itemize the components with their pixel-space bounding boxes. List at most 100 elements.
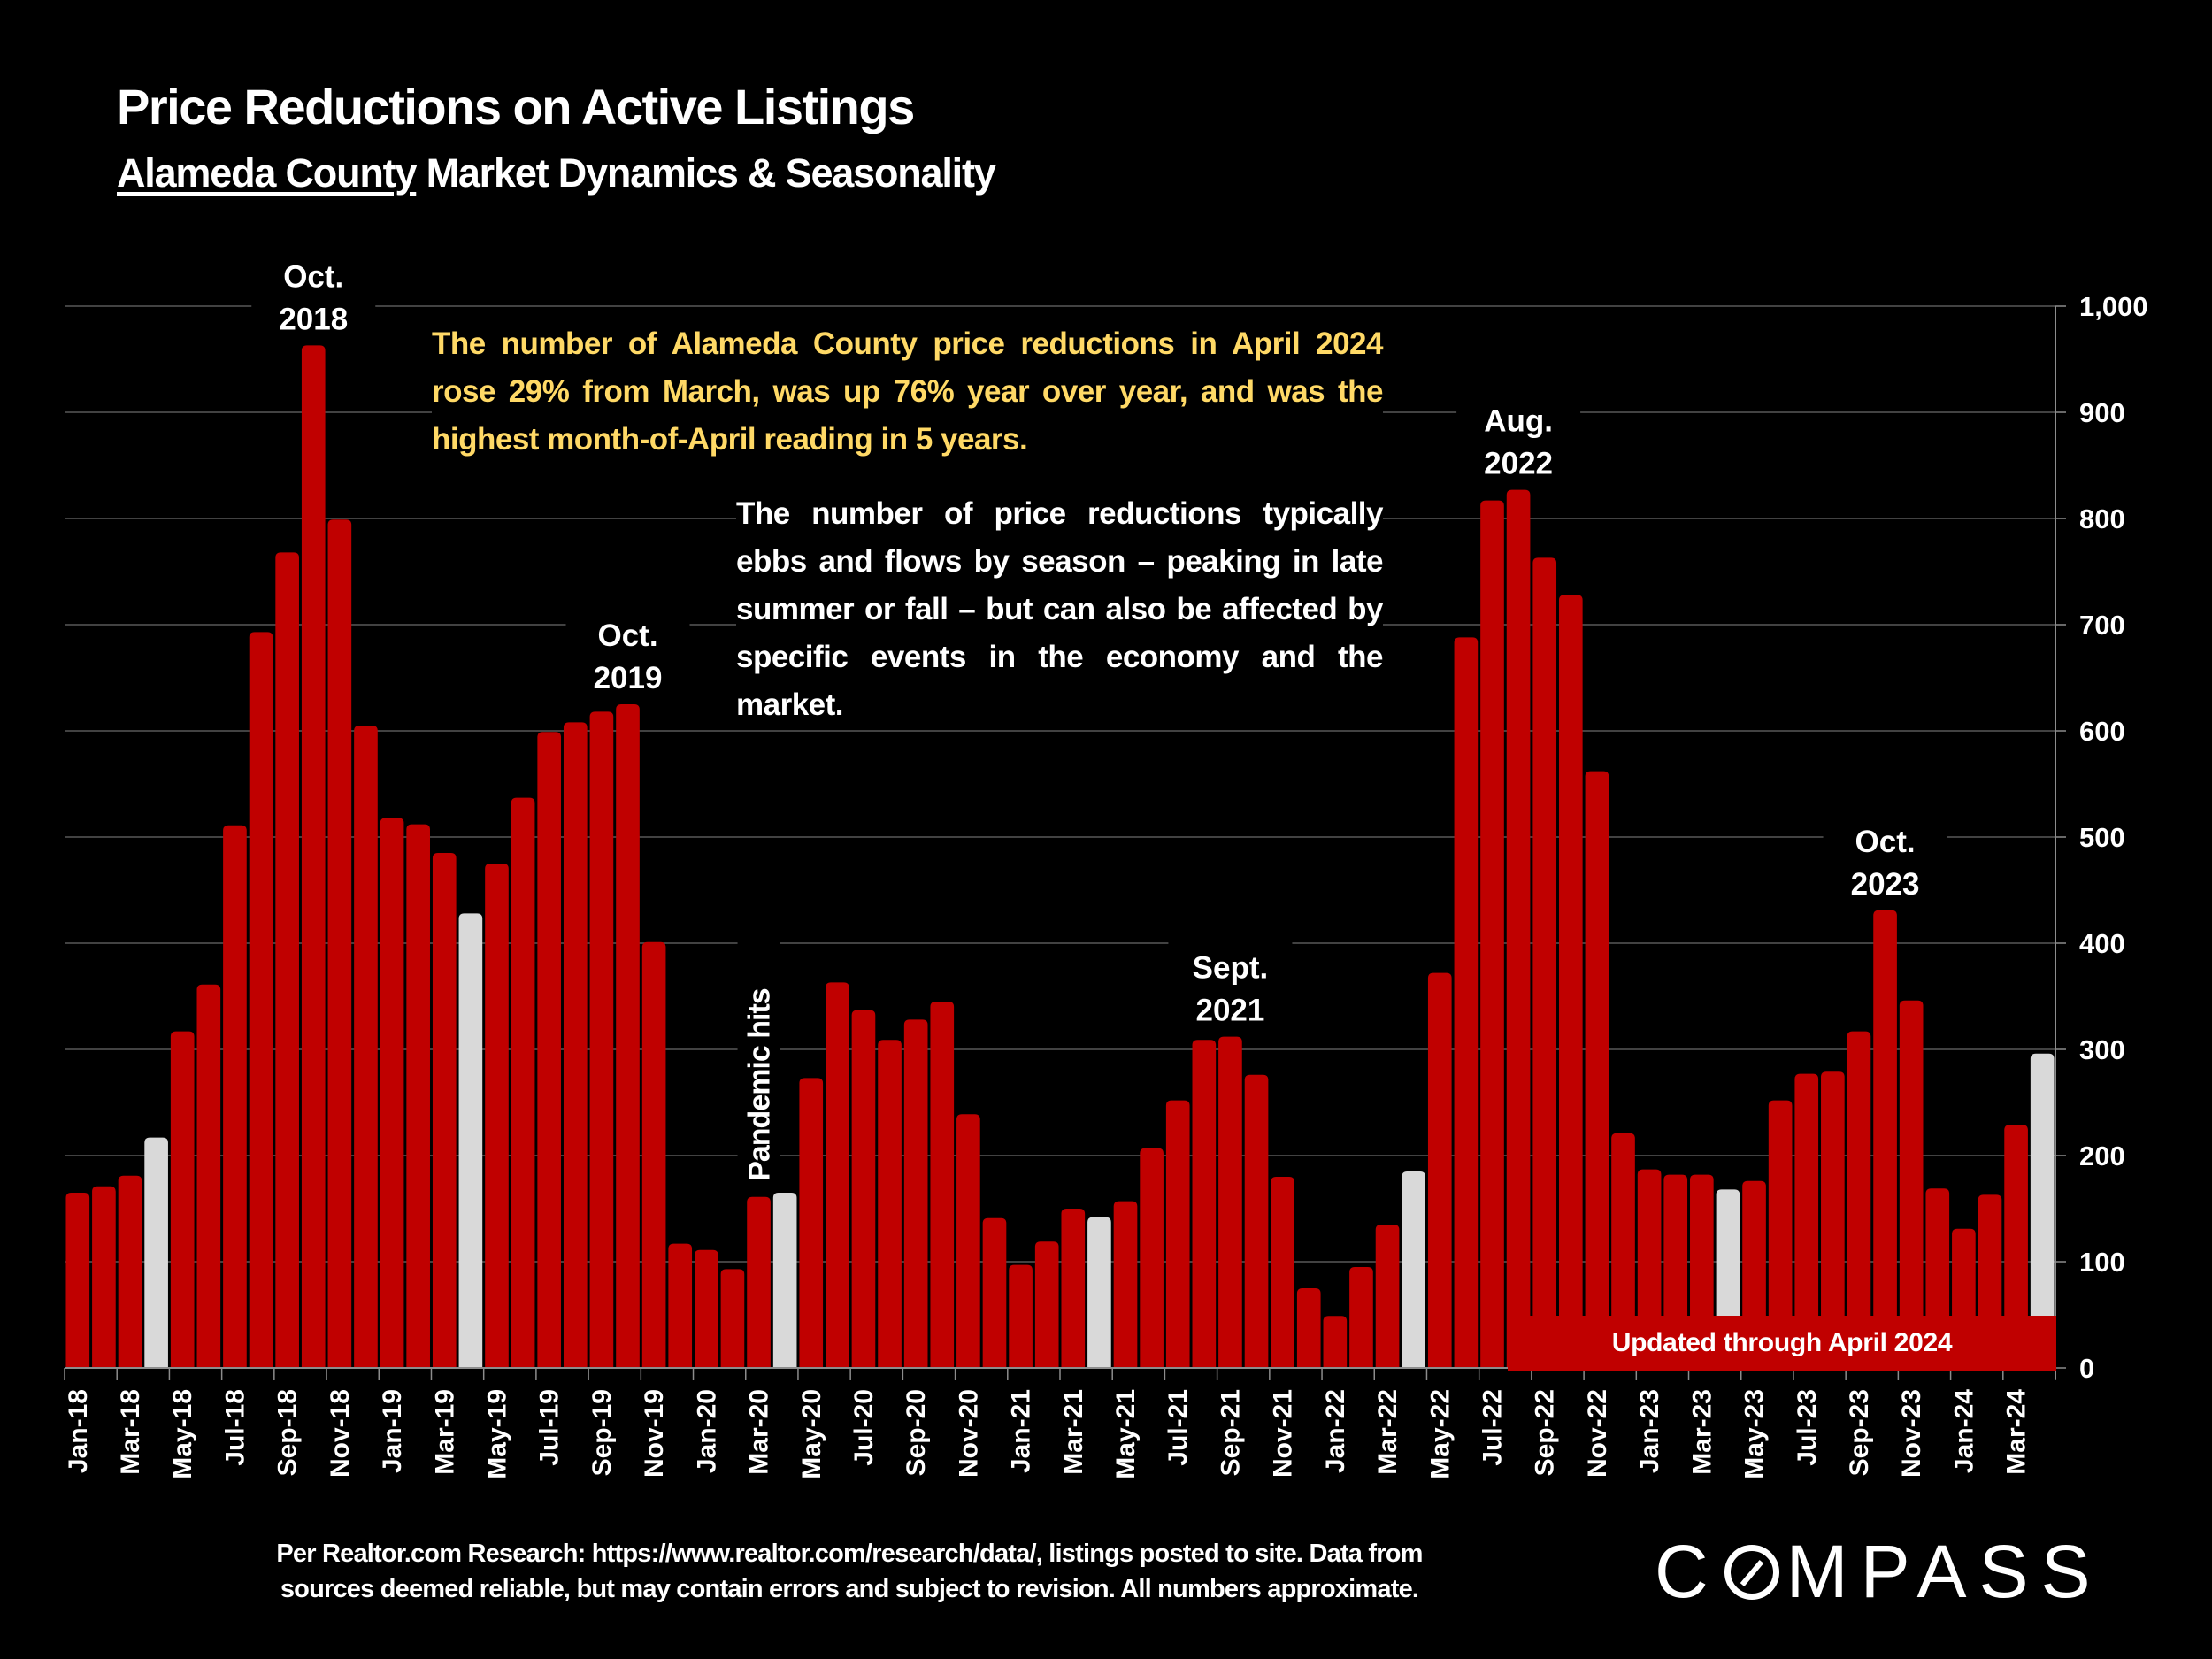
bar-dec-18 [354, 726, 378, 1368]
bar-jul-22 [1480, 500, 1504, 1368]
bar-aug-22 [1506, 489, 1531, 1368]
subtitle-county-link: Alameda County [117, 150, 417, 196]
x-tick-label: Nov-19 [640, 1389, 669, 1478]
logo-text-end: MPASS [1786, 1530, 2103, 1613]
y-tick-label: 700 [2079, 610, 2125, 641]
x-tick-label: Jan-21 [1007, 1389, 1036, 1473]
bar-jul-19 [537, 732, 562, 1368]
annotation-bg [1823, 814, 1947, 907]
bar-nov-20 [956, 1114, 980, 1368]
bars [65, 345, 2055, 1368]
bar-apr-22 [1402, 1171, 1425, 1368]
x-tick-label: Nov-21 [1269, 1389, 1298, 1478]
x-tick-label: Mar-18 [116, 1389, 145, 1475]
x-tick-labels: Jan-18 Mar-18 May-18 Jul-18 Sep-18 Nov-18 Jan-… [64, 1389, 2032, 1479]
x-tick-label: Nov-22 [1583, 1389, 1612, 1478]
updated-through-banner: Updated through April 2024 [1508, 1316, 2056, 1371]
bar-apr-18 [144, 1137, 168, 1368]
footnote-line-2: sources deemed reliable, but may contain… [280, 1575, 1419, 1603]
peak-annotation: Oct. [597, 618, 657, 653]
peak-annotation: Sept. [1193, 951, 1269, 986]
x-tick-label: Jan-24 [1949, 1389, 1978, 1473]
x-tick-label: Mar-24 [2002, 1389, 2032, 1475]
bar-aug-18 [249, 632, 273, 1368]
bar-may-21 [1113, 1201, 1138, 1368]
bar-oct-22 [1558, 595, 1583, 1368]
bar-jul-21 [1165, 1100, 1190, 1368]
bar-jun-18 [196, 984, 221, 1368]
bar-jun-20 [826, 982, 849, 1368]
peak-annotation: 2019 [594, 661, 663, 695]
peak-annotation: 2021 [1195, 994, 1264, 1028]
x-tick-label: May-21 [1111, 1389, 1141, 1479]
bar-aug-20 [878, 1040, 902, 1368]
bar-nov-19 [641, 941, 666, 1368]
peak-annotation: Oct. [1855, 825, 1916, 859]
peak-annotation: 2022 [1484, 447, 1553, 481]
y-tick-labels: 0 100 200 300 400 500 600 700 800 900 1,000 [2079, 291, 2148, 1384]
y-tick-label: 300 [2079, 1034, 2125, 1065]
bar-jun-19 [511, 797, 535, 1368]
bar-oct-23 [1873, 910, 1897, 1368]
chart-title: Price Reductions on Active Listings [117, 79, 915, 134]
bar-mar-22 [1375, 1225, 1400, 1368]
bar-oct-21 [1244, 1074, 1269, 1368]
x-tick-label: May-20 [797, 1389, 826, 1479]
x-tick-label: Sep-23 [1845, 1389, 1874, 1476]
bar-feb-20 [720, 1269, 745, 1368]
seasonality-note: The number of price reductions typically… [736, 490, 1384, 729]
x-tick-label: Sep-20 [902, 1389, 931, 1476]
x-tick-label: Sep-21 [1216, 1389, 1245, 1476]
bar-nov-21 [1271, 1177, 1294, 1368]
bar-sep-23 [1847, 1031, 1871, 1368]
x-tick-label: Jan-22 [1321, 1389, 1350, 1473]
subtitle-rest: Market Dynamics & Seasonality [416, 150, 996, 196]
y-tick-label: 0 [2079, 1353, 2094, 1384]
x-tick-label: Mar-21 [1059, 1389, 1088, 1475]
bar-apr-21 [1087, 1217, 1111, 1368]
bar-dec-21 [1296, 1288, 1321, 1368]
bar-jan-20 [695, 1249, 718, 1368]
annotation-bg [1456, 394, 1581, 487]
bar-sep-22 [1532, 557, 1557, 1368]
annotation-bg [1168, 941, 1293, 1033]
x-tick-label: Mar-23 [1687, 1389, 1717, 1475]
y-tick-label: 500 [2079, 822, 2125, 853]
bar-sep-19 [589, 711, 614, 1368]
x-tick-label: Jan-19 [378, 1389, 407, 1473]
bar-feb-22 [1349, 1267, 1373, 1368]
y-tick-label: 200 [2079, 1141, 2125, 1171]
y-tick-label: 1,000 [2079, 291, 2148, 322]
y-tick-label: 900 [2079, 397, 2125, 428]
annotation-bg [737, 941, 780, 1181]
bar-apr-20 [772, 1193, 797, 1368]
x-tick-label: Nov-20 [954, 1389, 983, 1478]
footnote-line-1: Per Realtor.com Research: https://www.re… [276, 1540, 1423, 1568]
x-tick-label: Sep-18 [273, 1389, 303, 1476]
y-tick-label: 800 [2079, 503, 2125, 534]
bar-feb-18 [92, 1186, 116, 1368]
bar-jan-19 [380, 818, 404, 1368]
bar-aug-23 [1821, 1071, 1845, 1368]
bar-nov-22 [1585, 771, 1609, 1368]
highlight-note: The number of Alameda County price reduc… [432, 320, 1384, 464]
compass-o-icon [1724, 1545, 1779, 1600]
bar-may-22 [1427, 972, 1452, 1368]
x-tick-label: May-23 [1740, 1389, 1770, 1479]
y-tick-label: 600 [2079, 716, 2125, 747]
x-tick-label: Jul-18 [220, 1389, 250, 1466]
chart-subtitle: Alameda County Market Dynamics & Seasona… [117, 150, 996, 196]
peak-annotation: Oct. [283, 259, 343, 294]
x-tick-label: May-19 [482, 1389, 511, 1479]
x-tick-label: Nov-23 [1897, 1389, 1926, 1478]
bar-dec-19 [668, 1243, 693, 1368]
bar-oct-18 [301, 345, 326, 1368]
compass-logo: C MPASS [1655, 1529, 2103, 1615]
bar-may-19 [485, 864, 509, 1368]
bar-dec-22 [1611, 1133, 1635, 1368]
bar-jan-21 [1009, 1264, 1033, 1368]
y-tick-label: 100 [2079, 1247, 2125, 1278]
x-tick-label: Sep-19 [588, 1389, 617, 1476]
bar-may-20 [799, 1078, 824, 1368]
